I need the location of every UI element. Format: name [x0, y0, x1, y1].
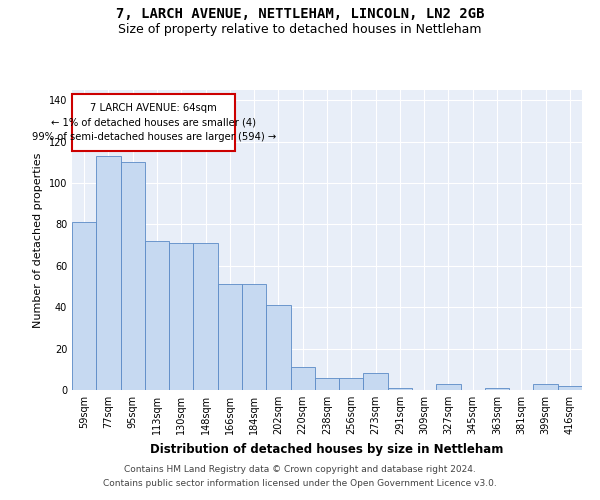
Text: 7, LARCH AVENUE, NETTLEHAM, LINCOLN, LN2 2GB: 7, LARCH AVENUE, NETTLEHAM, LINCOLN, LN2…	[116, 8, 484, 22]
Bar	[73, 94, 235, 151]
Bar	[72, 222, 96, 390]
Bar	[315, 378, 339, 390]
Bar	[242, 284, 266, 390]
Bar	[290, 367, 315, 390]
Bar	[339, 378, 364, 390]
Y-axis label: Number of detached properties: Number of detached properties	[33, 152, 43, 328]
Bar	[193, 243, 218, 390]
Bar	[266, 305, 290, 390]
Bar	[533, 384, 558, 390]
Text: Distribution of detached houses by size in Nettleham: Distribution of detached houses by size …	[151, 442, 503, 456]
Text: Contains HM Land Registry data © Crown copyright and database right 2024.
Contai: Contains HM Land Registry data © Crown c…	[103, 466, 497, 487]
Bar	[96, 156, 121, 390]
Bar	[436, 384, 461, 390]
Text: Size of property relative to detached houses in Nettleham: Size of property relative to detached ho…	[118, 22, 482, 36]
Text: 7 LARCH AVENUE: 64sqm: 7 LARCH AVENUE: 64sqm	[91, 104, 217, 114]
Bar	[364, 374, 388, 390]
Bar	[388, 388, 412, 390]
Bar	[558, 386, 582, 390]
Text: 99% of semi-detached houses are larger (594) →: 99% of semi-detached houses are larger (…	[32, 132, 276, 142]
Bar	[145, 241, 169, 390]
Bar	[485, 388, 509, 390]
Bar	[218, 284, 242, 390]
Text: ← 1% of detached houses are smaller (4): ← 1% of detached houses are smaller (4)	[52, 118, 256, 128]
Bar	[169, 243, 193, 390]
Bar	[121, 162, 145, 390]
